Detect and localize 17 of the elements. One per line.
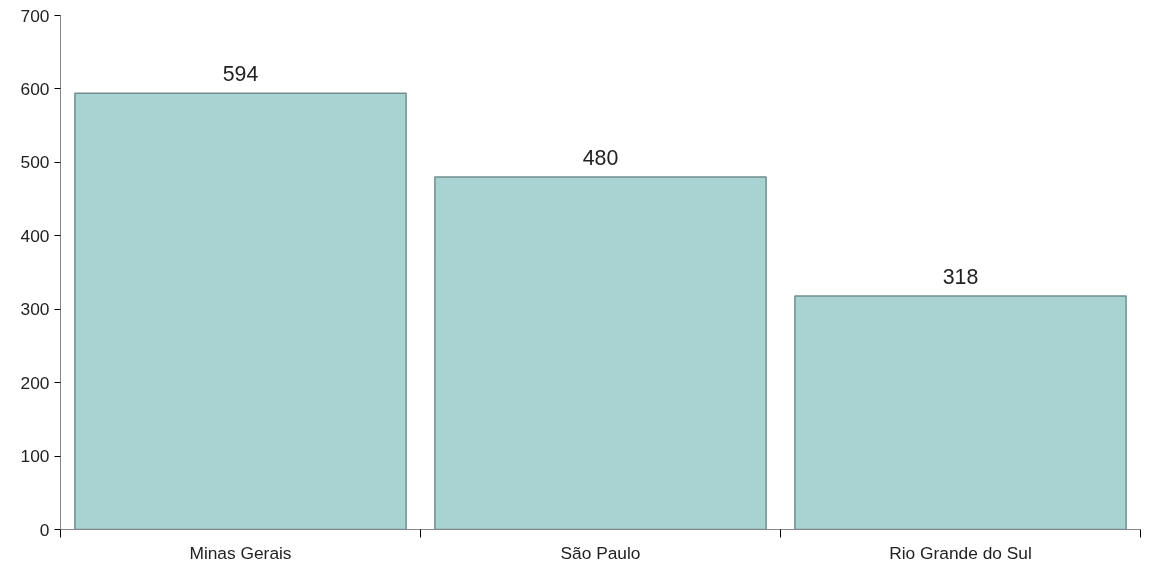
y-tick-label: 500: [20, 152, 50, 173]
x-tick-label: São Paulo: [560, 542, 641, 563]
y-tick-label: 0: [39, 519, 50, 540]
x-tick-label: Minas Gerais: [189, 542, 292, 563]
y-tick-label: 400: [20, 225, 50, 246]
y-tick-label: 600: [20, 78, 50, 99]
data-label: 594: [222, 62, 259, 87]
data-label: 318: [942, 265, 979, 289]
bar: [74, 92, 407, 530]
bar: [434, 176, 767, 530]
bar: [794, 295, 1127, 530]
x-tick-label: Rio Grande do Sul: [889, 542, 1032, 563]
y-tick-label: 300: [20, 299, 50, 320]
y-tick-label: 700: [20, 5, 50, 26]
y-tick-label: 200: [20, 372, 50, 393]
data-label: 480: [582, 146, 619, 171]
y-tick-label: 100: [20, 446, 50, 467]
